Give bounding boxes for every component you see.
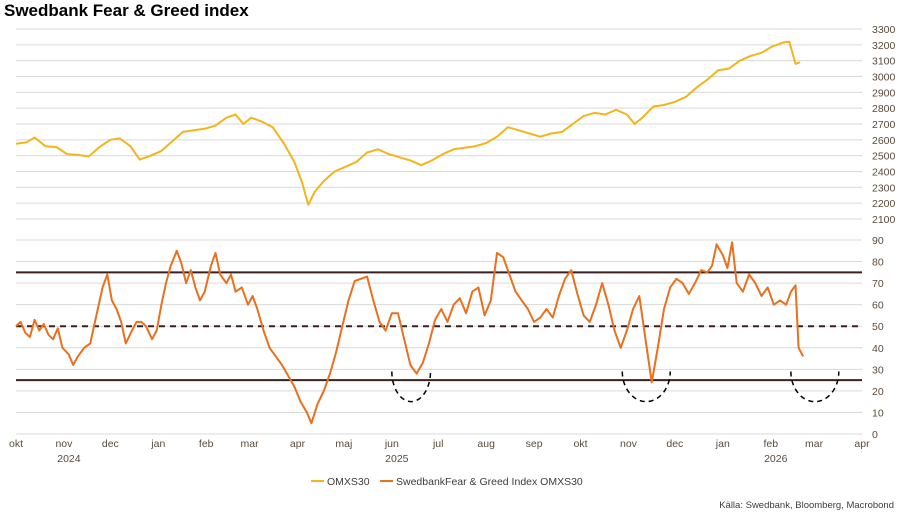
y-tick-label: 50 xyxy=(872,321,884,333)
legend-label-omxs30: OMXS30 xyxy=(327,476,370,488)
y-tick-label: 10 xyxy=(872,407,884,419)
omxs30-line xyxy=(15,40,801,206)
y-tick-label: 20 xyxy=(872,386,884,398)
year-label: 2026 xyxy=(764,453,788,465)
x-tick-label: jul xyxy=(432,438,444,450)
x-tick-label: maj xyxy=(335,438,352,450)
x-tick-label: dec xyxy=(102,438,119,450)
chart-title: Swedbank Fear & Greed index xyxy=(4,1,249,20)
x-tick-label: sep xyxy=(526,438,543,450)
annotation-arc xyxy=(790,371,840,403)
x-tick-label: okt xyxy=(9,438,23,450)
x-tick-label: feb xyxy=(199,438,214,450)
y-tick-label: 3200 xyxy=(872,40,896,52)
y-tick-label: 2900 xyxy=(872,87,896,99)
y-tick-label: 2800 xyxy=(872,103,896,115)
x-tick-label: mar xyxy=(240,438,259,450)
y-tick-label: 90 xyxy=(872,235,884,247)
y-tick-label: 40 xyxy=(872,343,884,355)
x-tick-label: jun xyxy=(384,438,399,450)
x-tick-label: apr xyxy=(290,438,306,450)
year-label: 2025 xyxy=(385,453,409,465)
legend-label-fear-greed: SwedbankFear & Greed Index OMXS30 xyxy=(396,476,583,488)
y-tick-label: 3000 xyxy=(872,72,896,84)
y-tick-label: 3300 xyxy=(872,24,896,36)
y-tick-label: 0 xyxy=(872,429,878,441)
upper-panel-grid xyxy=(16,28,862,220)
y-tick-label: 30 xyxy=(872,364,884,376)
y-tick-label: 2200 xyxy=(872,198,896,210)
y-tick-label: 2500 xyxy=(872,151,896,163)
annotation-arc xyxy=(391,371,432,403)
y-tick-label: 2300 xyxy=(872,182,896,194)
y-tick-label: 80 xyxy=(872,257,884,269)
source-note: Källa: Swedbank, Bloomberg, Macrobond xyxy=(719,500,894,511)
annotation-arcs xyxy=(391,371,840,403)
y-tick-label: 2100 xyxy=(872,214,896,226)
y-tick-label: 3100 xyxy=(872,56,896,68)
x-tick-label: mar xyxy=(805,438,824,450)
x-tick-label: feb xyxy=(763,438,778,450)
series-lines xyxy=(15,40,805,425)
x-axis-ticks: okt nov dec jan feb mar apr maj jun jul aug sep okt n… xyxy=(9,438,870,465)
x-tick-label: apr xyxy=(854,438,870,450)
y-tick-label: 2600 xyxy=(872,135,896,147)
y-tick-label: 2400 xyxy=(872,167,896,179)
reference-lines xyxy=(16,271,862,382)
x-tick-label: aug xyxy=(477,438,495,450)
x-tick-label: dec xyxy=(666,438,683,450)
year-label: 2024 xyxy=(57,453,81,465)
x-tick-label: okt xyxy=(574,438,588,450)
x-tick-label: jan xyxy=(715,438,730,450)
legend: OMXS30 SwedbankFear & Greed Index OMXS30 xyxy=(311,476,583,488)
y-tick-label: 2700 xyxy=(872,119,896,131)
x-tick-label: nov xyxy=(55,438,73,450)
y-tick-label: 60 xyxy=(872,300,884,312)
x-tick-label: nov xyxy=(620,438,638,450)
fear-greed-line xyxy=(15,241,805,425)
annotation-arc xyxy=(621,371,671,403)
y-axis-ticks: 2100 2200 2300 2400 2500 2600 2700 2800 2900 3000… xyxy=(872,24,896,441)
x-tick-label: jan xyxy=(150,438,165,450)
y-tick-label: 70 xyxy=(872,278,884,290)
